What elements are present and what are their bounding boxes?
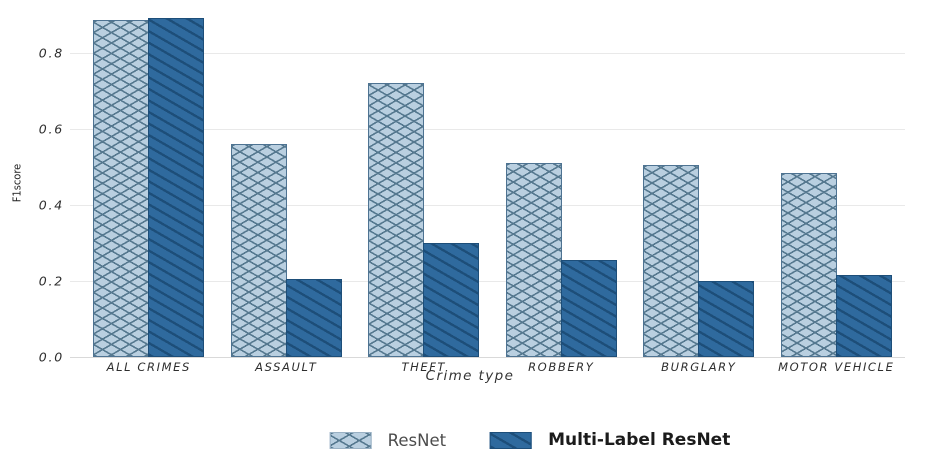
gridline bbox=[70, 357, 905, 358]
gridline bbox=[70, 128, 905, 130]
bar-resnet bbox=[780, 172, 837, 357]
bar-resnet bbox=[93, 20, 150, 357]
bar-group: ASSAULT bbox=[230, 7, 342, 374]
bar-resnet bbox=[368, 83, 425, 357]
y-tick-label: 0.4 bbox=[38, 197, 64, 213]
bar-resnet bbox=[230, 144, 287, 357]
category-label: THEFT bbox=[401, 360, 447, 374]
y-tick-label: 0.8 bbox=[38, 45, 64, 61]
plot-area: ALL CRIMES ASSAULT THEFT ROBBERY BURGLARY MOT… bbox=[70, 7, 905, 374]
category-label: MOTOR VEHICLE bbox=[778, 360, 895, 374]
diagonal-hatch-swatch-icon bbox=[490, 431, 533, 449]
bar-group: BURGLARY bbox=[643, 7, 755, 374]
legend-item-resnet: ResNet bbox=[329, 430, 447, 450]
category-label: ASSAULT bbox=[255, 360, 318, 374]
bar-multi-label-resnet bbox=[423, 242, 480, 357]
legend: ResNet Multi-Label ResNet bbox=[329, 430, 730, 450]
x-axis-title: Crime type bbox=[425, 368, 515, 384]
bar-multi-label-resnet bbox=[148, 18, 205, 357]
bar-groups: ALL CRIMES ASSAULT THEFT ROBBERY BURGLARY MOT… bbox=[70, 7, 905, 374]
legend-label-multilabel-resnet: Multi-Label ResNet bbox=[548, 430, 731, 450]
category-label: ROBBERY bbox=[528, 360, 595, 374]
y-tick-label: 0.2 bbox=[38, 273, 64, 289]
gridline bbox=[70, 280, 905, 282]
legend-item-multilabel-resnet: Multi-Label ResNet bbox=[490, 430, 730, 450]
bar-resnet bbox=[643, 164, 700, 357]
crosshatch-swatch-icon bbox=[329, 431, 372, 449]
bar-resnet bbox=[505, 163, 562, 357]
category-label: ALL CRIMES bbox=[106, 360, 191, 374]
bar-multi-label-resnet bbox=[835, 275, 892, 357]
gridline bbox=[70, 52, 905, 54]
bar-multi-label-resnet bbox=[285, 279, 342, 357]
y-tick-label: 0.0 bbox=[38, 349, 64, 365]
bar-group: MOTOR VEHICLE bbox=[778, 7, 893, 374]
bar-group: THEFT bbox=[368, 7, 480, 374]
bar-group: ROBBERY bbox=[505, 7, 617, 374]
bar-multi-label-resnet bbox=[560, 260, 617, 357]
y-tick-label: 0.6 bbox=[38, 121, 64, 137]
legend-label-resnet: ResNet bbox=[387, 430, 447, 450]
bar-multi-label-resnet bbox=[698, 280, 755, 357]
gridline bbox=[70, 204, 905, 206]
category-label: BURGLARY bbox=[661, 360, 737, 374]
bar-group: ALL CRIMES bbox=[93, 7, 205, 374]
